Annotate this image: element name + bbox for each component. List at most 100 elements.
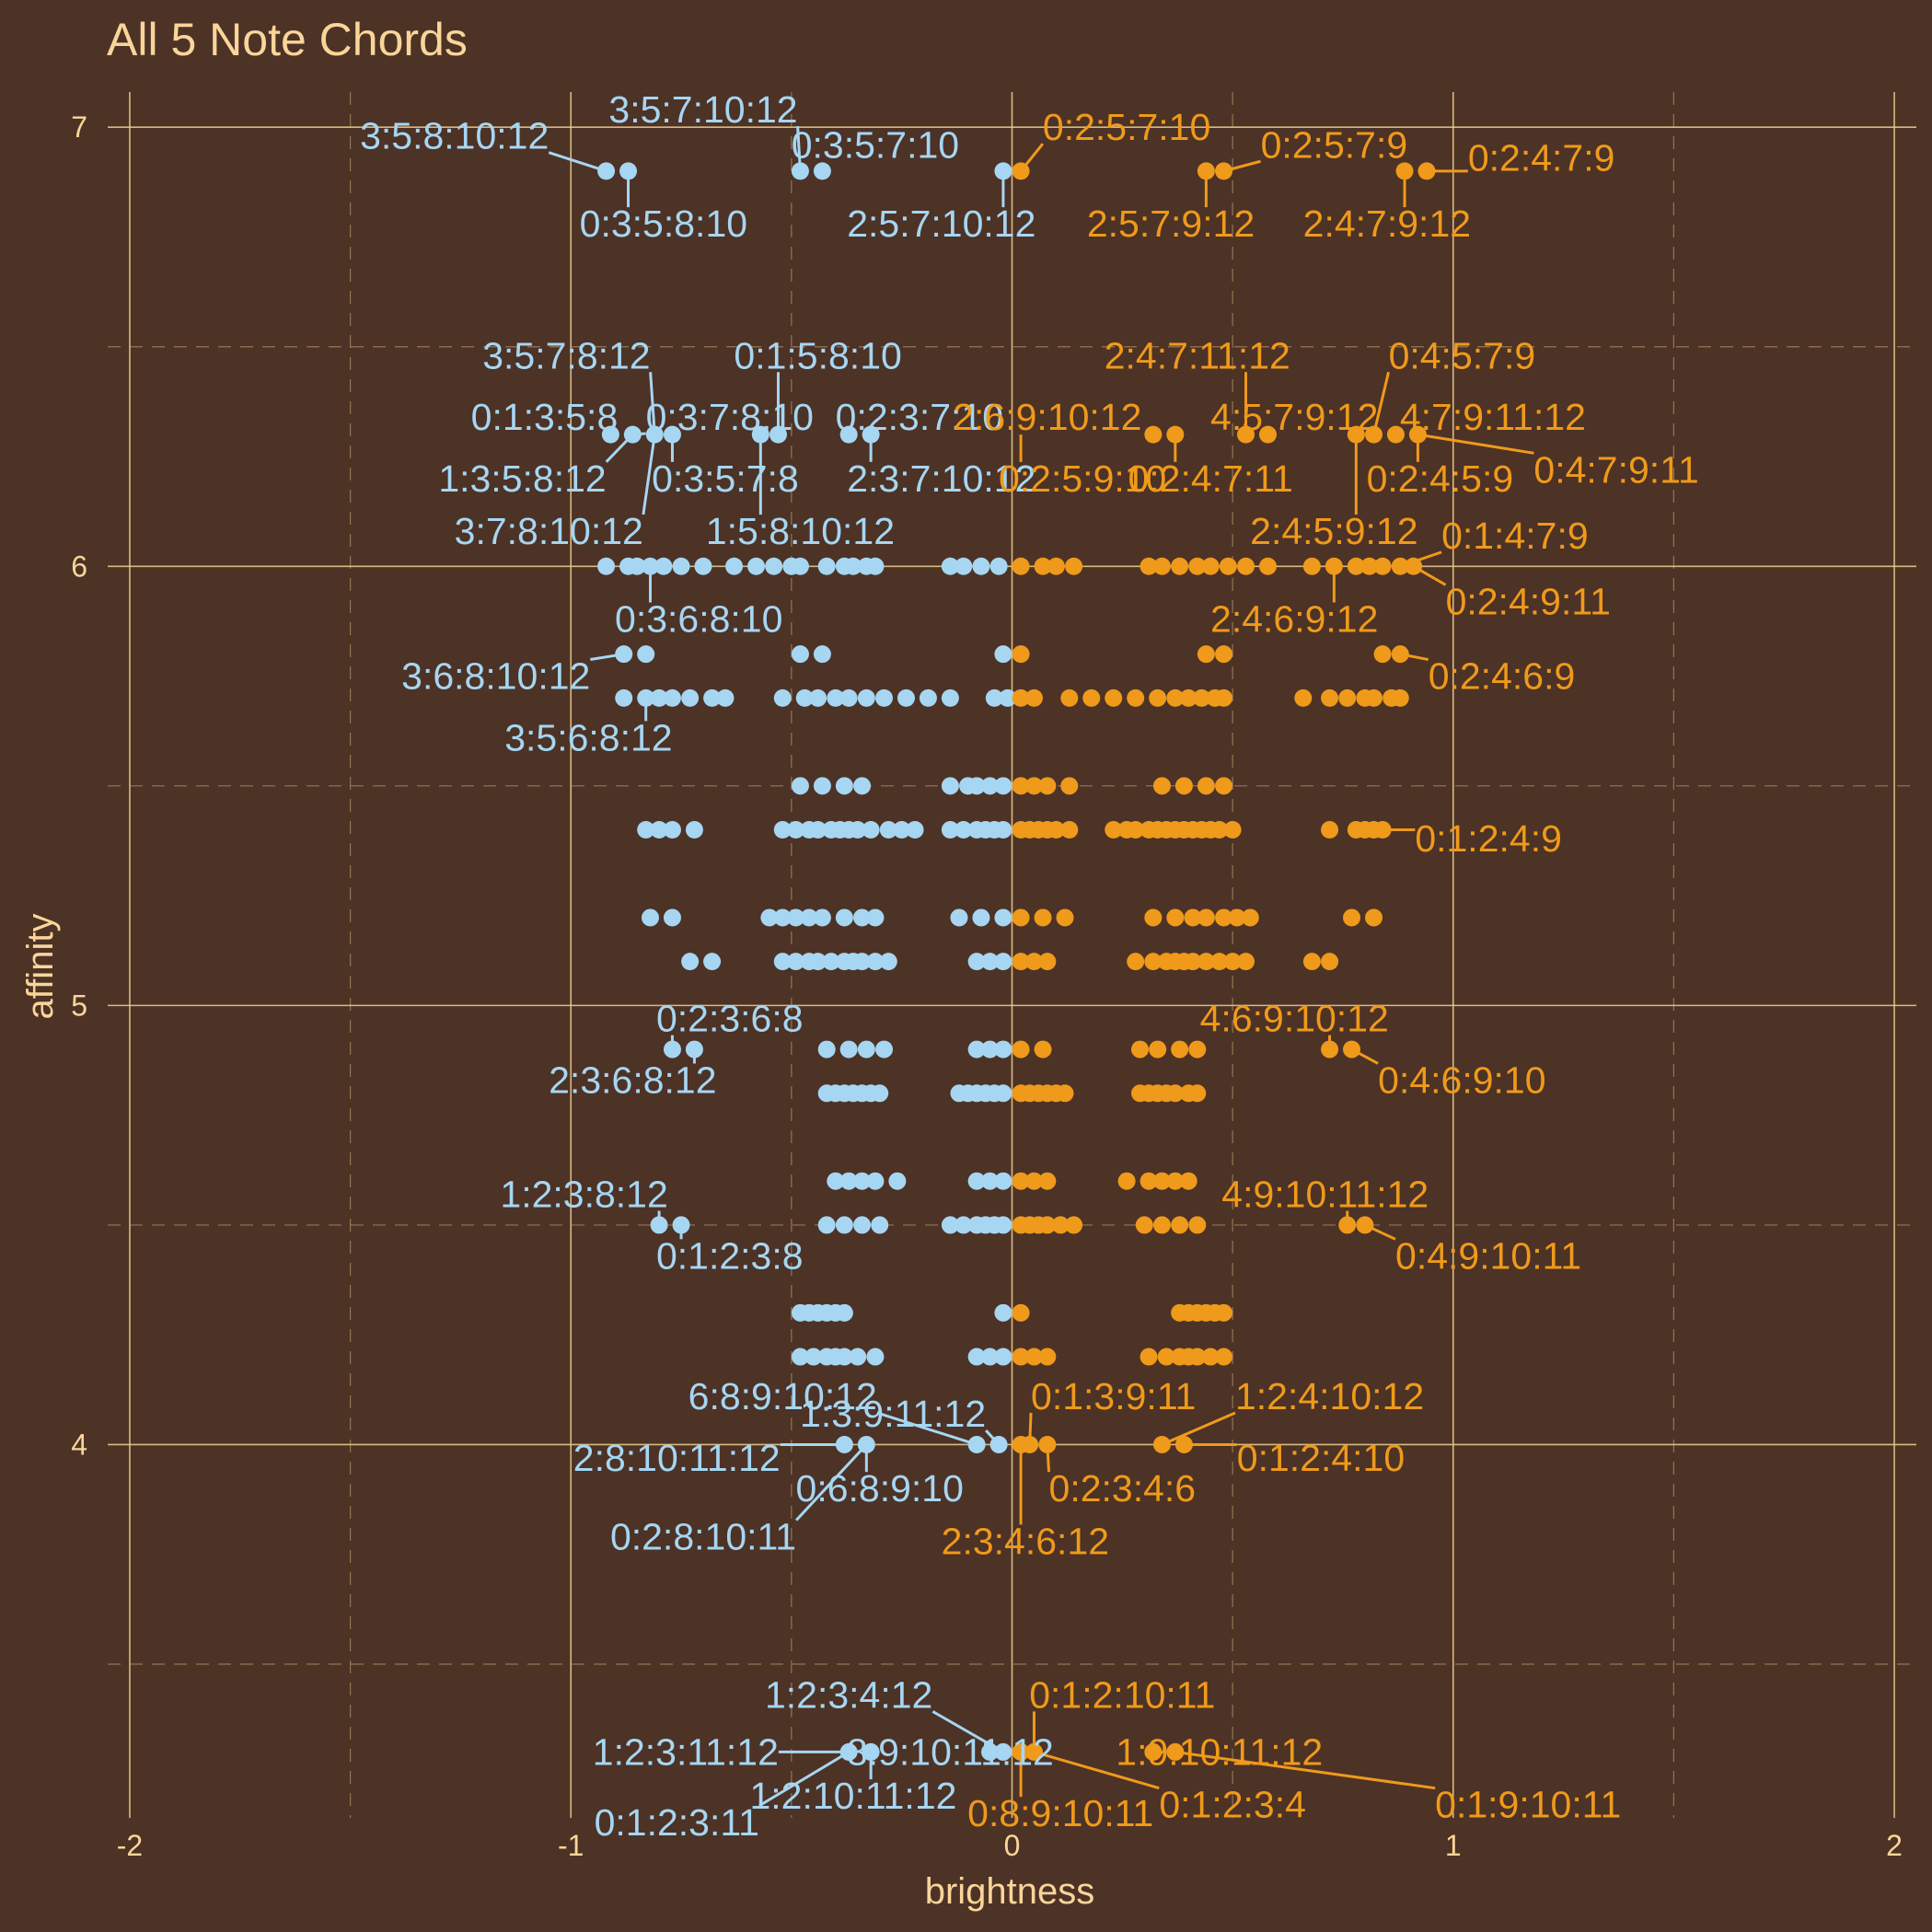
data-point [1024,688,1043,707]
point-label: 0:2:3:6:8 [656,998,804,1040]
data-point [1197,162,1215,180]
data-point [1201,1348,1220,1366]
data-point [1034,557,1052,575]
point-label: 0:2:5:7:9 [1261,123,1408,166]
data-point [1140,557,1158,575]
data-point [1144,953,1163,971]
data-point [787,821,805,839]
data-point [981,1040,1000,1059]
data-point [615,688,633,707]
data-point [1223,953,1242,971]
data-point [1405,557,1423,575]
data-point [813,777,831,795]
data-point [1174,1435,1193,1453]
data-point [853,953,872,971]
data-point [663,1040,681,1059]
data-point [967,1040,986,1059]
data-point [1373,645,1392,664]
data-point [642,908,659,927]
data-point [1047,557,1065,575]
point-label: 2:4:6:9:12 [1210,598,1378,641]
point-label: 0:3:5:7:10 [792,123,959,166]
data-point [1152,1172,1171,1190]
label-leader-line [1161,1411,1236,1446]
y-tick-label: 7 [71,110,87,144]
data-point [1034,1040,1052,1059]
data-point [866,1172,885,1190]
data-point [849,1348,867,1366]
point-label: 2:3:6:8:12 [549,1059,716,1101]
chart-title: All 5 Note Chords [107,14,468,65]
point-label: 1:2:10:11:12 [749,1775,956,1817]
data-point [994,1303,1012,1322]
point-label: 0:2:4:6:9 [1429,655,1576,698]
point-label: 1:3:5:8:12 [438,457,606,500]
data-point [941,557,959,575]
data-point [1215,162,1233,180]
data-point [1034,908,1052,927]
data-point [1012,1348,1030,1366]
data-point [1127,821,1145,839]
x-tick-label: 0 [1004,1829,1021,1862]
data-point [1171,1216,1189,1234]
label-leader-line [876,1411,978,1446]
label-leader-line [758,1751,850,1808]
data-point [954,821,973,839]
data-point [597,162,616,180]
data-point [1219,557,1237,575]
x-tick-label: -2 [117,1829,143,1862]
data-point [1201,557,1220,575]
data-point [866,1348,885,1366]
label-leader-line [1174,1750,1436,1790]
data-point [1373,821,1392,839]
data-point [685,821,703,839]
data-point [1188,1348,1207,1366]
data-point [839,1040,858,1059]
data-point [1166,688,1185,707]
data-point [1152,557,1171,575]
x-axis-title: brightness [925,1871,1095,1912]
data-point [972,557,990,575]
data-point [839,1172,858,1190]
data-point [1166,425,1185,444]
data-point [853,1172,872,1190]
x-tick-label: 1 [1445,1829,1462,1862]
point-label: 0:2:4:9:11 [1446,580,1611,622]
y-tick-label: 4 [71,1428,87,1461]
data-point [1386,425,1405,444]
data-point [994,1348,1012,1366]
data-point [835,1303,853,1322]
point-label: 0:1:9:10:11 [1435,1784,1621,1826]
data-point [1157,1348,1175,1366]
data-point [994,777,1012,795]
point-label: 0:1:2:3:8 [656,1234,804,1277]
data-point [839,688,858,707]
y-tick-label: 6 [71,550,87,583]
data-point [1215,908,1233,927]
data-point [967,1348,986,1366]
data-point [1188,1084,1207,1103]
data-point [663,425,681,444]
data-point [1166,1172,1185,1190]
data-point [817,557,836,575]
data-point [809,821,827,839]
data-point [773,688,792,707]
data-point [906,821,924,839]
data-point [1302,557,1321,575]
data-point [822,953,840,971]
label-leader-line [649,372,656,435]
data-point [1144,425,1163,444]
data-point [1065,557,1083,575]
data-point [981,1172,1000,1190]
data-point [827,1172,845,1190]
data-point [849,821,867,839]
data-point [1321,821,1339,839]
data-point [1012,1172,1030,1190]
data-point [1135,1216,1153,1234]
data-point [1171,557,1189,575]
point-label: 1:2:4:10:12 [1235,1375,1424,1417]
data-point [1343,1040,1361,1059]
data-point [967,953,986,971]
data-point [1021,1435,1039,1453]
